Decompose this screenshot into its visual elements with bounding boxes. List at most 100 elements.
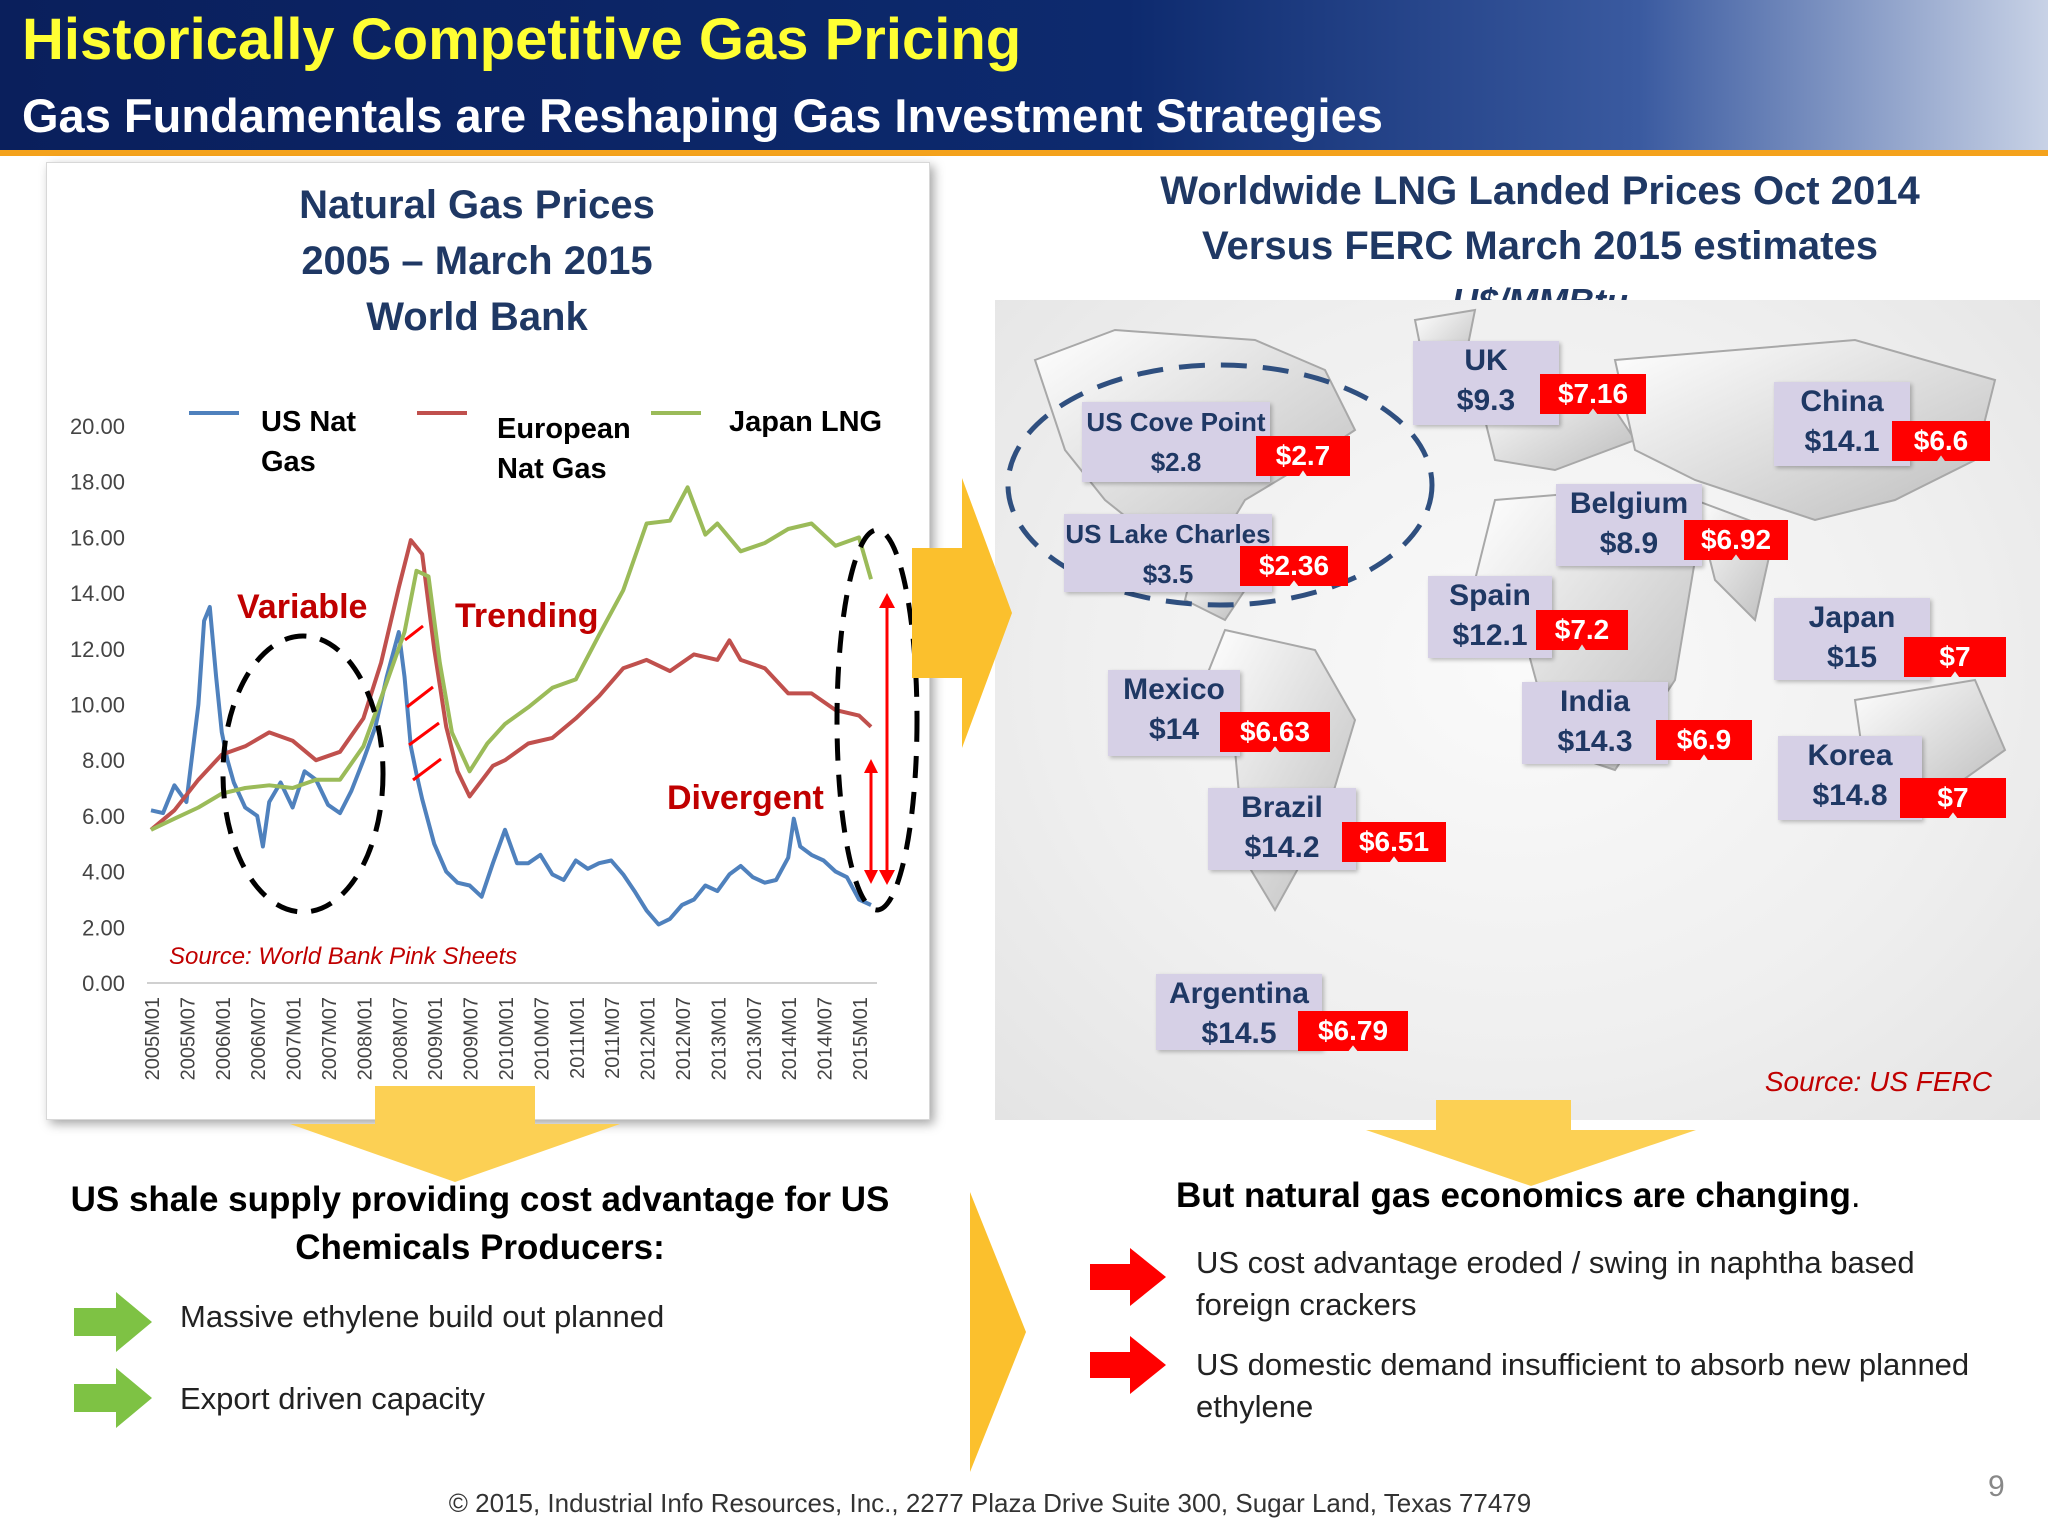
x-tick-label: 2007M01 xyxy=(284,997,306,1080)
green-arrow-icon xyxy=(74,1368,152,1428)
slide-title: Historically Competitive Gas Pricing xyxy=(22,7,1022,72)
map-title-line: Versus FERC March 2015 estimates xyxy=(1202,224,1878,268)
country-name: Korea xyxy=(1807,739,1893,772)
bullet-line: ethylene xyxy=(1196,1389,1314,1424)
x-tick-label: 2009M01 xyxy=(425,997,447,1080)
legend-label-european-nat-gas-line2: Nat Gas xyxy=(497,453,607,485)
natural-gas-price-chart-panel: Natural Gas Prices 2005 – March 2015 Wor… xyxy=(46,162,930,1120)
legend-label-european-nat-gas: European xyxy=(497,413,631,445)
country-name: US Cove Point xyxy=(1086,407,1266,437)
gas-economics-heading-period: . xyxy=(1850,1176,1861,1215)
lng-price: $8.9 xyxy=(1599,527,1659,560)
y-axis-labels: 0.00 2.00 4.00 6.00 8.00 10.00 12.00 14.00 16.00… xyxy=(70,414,125,996)
chart-source: Source: World Bank Pink Sheets xyxy=(169,943,517,970)
ferc-price-tag-argentina: $6.79 xyxy=(1298,1011,1408,1051)
country-label-india: India $14.3 xyxy=(1522,682,1668,764)
country-label-brazil: Brazil $14.2 xyxy=(1208,788,1356,870)
bullet-domestic-demand: US domestic demand insufficient to absor… xyxy=(1196,1344,1969,1428)
country-name: US Lake Charles xyxy=(1065,519,1271,549)
footer-copyright: © 2015, Industrial Info Resources, Inc.,… xyxy=(448,1488,1532,1518)
lng-price: $2.8 xyxy=(1150,447,1202,477)
y-tick-label: 20.00 xyxy=(70,414,125,439)
ferc-price-tag-uk: $7.16 xyxy=(1540,374,1646,414)
divergent-dashed-ellipse xyxy=(834,527,920,913)
chart-legend: US Nat Gas European Nat Gas Japan LNG xyxy=(189,406,882,485)
ferc-price-tag-china: $6.6 xyxy=(1892,421,1990,461)
series-line-european-nat-gas xyxy=(149,538,873,832)
country-label-china: China $14.1 xyxy=(1774,382,1910,466)
ferc-price-tag-us-cove-point: $2.7 xyxy=(1256,436,1350,476)
chart-title: Natural Gas Prices 2005 – March 2015 Wor… xyxy=(47,177,907,345)
chart-title-line: 2005 – March 2015 xyxy=(301,239,653,283)
country-name: Spain xyxy=(1449,579,1531,612)
annotation-trending: Trending xyxy=(455,597,599,635)
country-name: Mexico xyxy=(1123,673,1225,706)
x-tick-label: 2012M01 xyxy=(638,997,660,1080)
country-label-us-lake-charles: US Lake Charles $3.5 xyxy=(1064,514,1272,592)
x-tick-label: 2008M07 xyxy=(390,997,412,1080)
lng-price: $3.5 xyxy=(1142,559,1194,589)
country-label-mexico: Mexico $14 xyxy=(1108,670,1240,756)
bullet-line: foreign crackers xyxy=(1196,1287,1417,1322)
ferc-price-tag-belgium: $6.92 xyxy=(1684,520,1788,560)
x-tick-label: 2006M07 xyxy=(248,997,270,1080)
lng-price: $14.2 xyxy=(1244,831,1320,864)
x-tick-label: 2015M01 xyxy=(850,997,872,1080)
lng-price: $15 xyxy=(1826,641,1878,674)
us-shale-heading: US shale supply providing cost advantage… xyxy=(70,1180,890,1267)
gas-economics-heading-text: But natural gas economics are changing xyxy=(1176,1176,1851,1215)
bullet-export-driven: Export driven capacity xyxy=(180,1381,485,1416)
map-source: Source: US FERC xyxy=(1764,1066,1992,1097)
country-name: Argentina xyxy=(1168,977,1309,1010)
x-tick-label: 2005M01 xyxy=(142,997,164,1080)
red-arrow-icon xyxy=(1090,1336,1166,1394)
x-tick-label: 2013M07 xyxy=(744,997,766,1080)
bullet-cost-advantage-eroded: US cost advantage eroded / swing in naph… xyxy=(1196,1242,1915,1326)
lng-price: $14 xyxy=(1148,713,1200,746)
right-arrow-yellow xyxy=(912,478,1012,748)
x-tick-label: 2006M01 xyxy=(213,997,235,1080)
y-tick-label: 14.00 xyxy=(70,581,125,606)
country-name: UK xyxy=(1464,344,1508,377)
bullet-line: US cost advantage eroded / swing in naph… xyxy=(1196,1245,1915,1280)
country-name: India xyxy=(1559,685,1630,718)
ferc-price-tag-us-lake-charles: $2.36 xyxy=(1240,546,1348,586)
y-tick-label: 16.00 xyxy=(70,525,125,550)
header-accent-stripe xyxy=(0,150,2048,156)
lng-price: $14.1 xyxy=(1804,425,1880,458)
gas-price-line-chart: 0.00 2.00 4.00 6.00 8.00 10.00 12.00 14.00 16.00… xyxy=(70,406,920,1080)
country-label-japan: Japan $15 xyxy=(1774,598,1930,680)
annotation-variable: Variable xyxy=(237,588,367,626)
chart-title-line: World Bank xyxy=(366,295,588,339)
country-label-spain: Spain $12.1 xyxy=(1428,576,1552,658)
x-tick-label: 2010M01 xyxy=(496,997,518,1080)
india-shape xyxy=(1693,498,1777,622)
x-tick-label: 2005M07 xyxy=(177,997,199,1080)
country-label-uk: UK $9.3 xyxy=(1413,341,1559,425)
y-tick-label: 4.00 xyxy=(82,860,125,885)
lng-price: $14.5 xyxy=(1201,1017,1277,1050)
y-tick-label: 18.00 xyxy=(70,470,125,495)
ferc-price-tag-korea: $7 xyxy=(1900,778,2006,818)
x-tick-label: 2014M01 xyxy=(779,997,801,1080)
country-name: Brazil xyxy=(1241,791,1323,824)
page-number: 9 xyxy=(1988,1470,2005,1503)
x-tick-label: 2014M07 xyxy=(815,997,837,1080)
lng-price: $14.8 xyxy=(1812,779,1888,812)
series-layer xyxy=(149,485,873,927)
country-name: Japan xyxy=(1808,601,1896,634)
lng-price: $14.3 xyxy=(1557,725,1633,758)
x-tick-label: 2008M01 xyxy=(354,997,376,1080)
ferc-price-tag-brazil: $6.51 xyxy=(1342,822,1446,862)
ferc-price-tag-spain: $7.2 xyxy=(1536,610,1628,650)
country-label-belgium: Belgium $8.9 xyxy=(1556,484,1702,566)
us-terminals-dashed-ellipse xyxy=(1005,362,1435,608)
ferc-price-tag-japan: $7 xyxy=(1904,637,2006,677)
y-tick-label: 6.00 xyxy=(82,804,125,829)
green-arrow-icon xyxy=(74,1292,152,1352)
lng-price: $9.3 xyxy=(1456,384,1516,417)
x-tick-label: 2011M07 xyxy=(602,997,624,1079)
map-title: Worldwide LNG Landed Prices Oct 2014 Ver… xyxy=(1040,164,2040,329)
legend-label-us-nat-gas-line2: Gas xyxy=(261,446,316,478)
annotation-divergent: Divergent xyxy=(667,779,824,817)
